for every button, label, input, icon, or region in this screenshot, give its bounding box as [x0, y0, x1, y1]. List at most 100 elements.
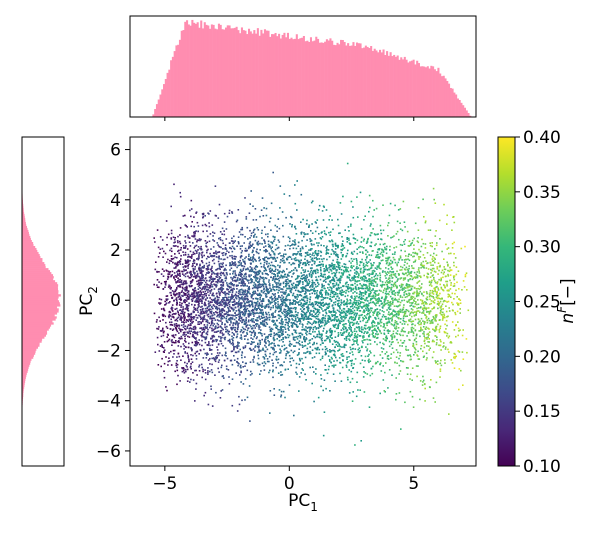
scatter-point — [377, 248, 379, 251]
scatter-point — [263, 287, 265, 290]
scatter-point — [339, 372, 341, 375]
scatter-point — [274, 280, 276, 282]
scatter-point — [407, 310, 410, 313]
scatter-point — [173, 299, 175, 302]
scatter-point — [257, 305, 259, 307]
scatter-point — [213, 313, 216, 316]
scatter-point — [294, 329, 297, 332]
scatter-point — [182, 215, 185, 217]
scatter-point — [334, 330, 336, 333]
scatter-point — [344, 326, 347, 328]
scatter-point — [322, 265, 324, 267]
scatter-point — [256, 251, 258, 254]
scatter-point — [330, 286, 332, 289]
scatter-point — [330, 356, 333, 359]
scatter-point — [355, 336, 358, 339]
scatter-point — [324, 296, 327, 299]
top-histogram — [129, 15, 477, 121]
scatter-point — [404, 401, 406, 404]
scatter-point — [392, 284, 394, 286]
scatter-point — [388, 345, 391, 348]
scatter-point — [452, 285, 455, 287]
scatter-point — [339, 262, 341, 264]
scatter-point — [226, 357, 229, 360]
scatter-point — [264, 341, 267, 344]
scatter-point — [253, 341, 255, 343]
scatter-point — [301, 288, 304, 291]
left-histogram-bar — [22, 229, 29, 233]
scatter-point — [320, 321, 323, 323]
scatter-point — [346, 314, 348, 317]
scatter-point — [401, 244, 404, 246]
scatter-point — [178, 292, 180, 294]
scatter-point — [198, 238, 201, 240]
scatter-point — [194, 369, 196, 372]
scatter-point — [194, 400, 196, 402]
scatter-point — [425, 267, 428, 269]
top-histogram-bar — [260, 29, 263, 118]
scatter-point — [248, 279, 250, 282]
scatter-point — [256, 248, 258, 251]
scatter-point — [461, 334, 464, 337]
top-histogram-bar — [155, 104, 159, 117]
scatter-point — [304, 338, 307, 341]
scatter-point — [317, 321, 320, 324]
scatter-point — [213, 294, 215, 297]
scatter-point — [208, 342, 210, 345]
scatter-point — [371, 324, 374, 326]
scatter-point — [305, 233, 307, 235]
scatter-point — [334, 324, 336, 326]
scatter-point — [375, 243, 377, 245]
scatter-point — [271, 269, 273, 272]
scatter-point — [265, 277, 268, 280]
scatter-point — [250, 232, 253, 235]
scatter-point — [203, 280, 206, 282]
scatter-point — [243, 281, 245, 283]
scatter-point — [197, 230, 199, 233]
scatter-point — [309, 293, 311, 295]
scatter-point — [294, 284, 297, 287]
scatter-point — [210, 349, 213, 351]
scatter-point — [185, 225, 187, 227]
scatter-point — [249, 361, 252, 363]
scatter-point — [279, 207, 281, 209]
scatter-point — [434, 202, 437, 204]
scatter-point — [388, 301, 390, 304]
scatter-point — [191, 361, 194, 363]
scatter-point — [389, 279, 391, 282]
top-histogram-bar — [361, 48, 364, 117]
scatter-point — [342, 248, 344, 250]
scatter-point — [334, 303, 337, 306]
scatter-point — [268, 220, 271, 223]
scatter-point — [295, 371, 297, 374]
scatter-point — [358, 329, 360, 331]
scatter-point — [286, 314, 289, 316]
scatter-point — [416, 307, 418, 310]
scatter-point — [356, 371, 359, 374]
scatter-point — [257, 319, 259, 322]
scatter-point — [435, 296, 438, 299]
scatter-point — [412, 331, 414, 333]
scatter-point — [282, 296, 285, 298]
scatter-point — [334, 380, 336, 382]
scatter-point — [397, 209, 400, 211]
scatter-point — [217, 288, 220, 291]
scatter-point — [193, 247, 196, 249]
scatter-point — [185, 334, 187, 336]
scatter-point — [450, 296, 452, 298]
scatter-point — [192, 297, 194, 300]
scatter-point — [236, 322, 238, 324]
scatter-point — [426, 321, 429, 324]
scatter-point — [276, 272, 279, 275]
scatter-point — [254, 279, 257, 281]
scatter-point — [192, 372, 194, 374]
scatter-point — [273, 388, 275, 390]
scatter-point — [380, 321, 383, 324]
scatter-point — [230, 276, 232, 279]
scatter-point — [173, 276, 175, 278]
scatter-point — [277, 361, 279, 364]
scatter-point — [383, 329, 386, 332]
scatter-point — [187, 275, 189, 278]
scatter-point — [422, 332, 424, 335]
scatter-point — [201, 297, 204, 300]
